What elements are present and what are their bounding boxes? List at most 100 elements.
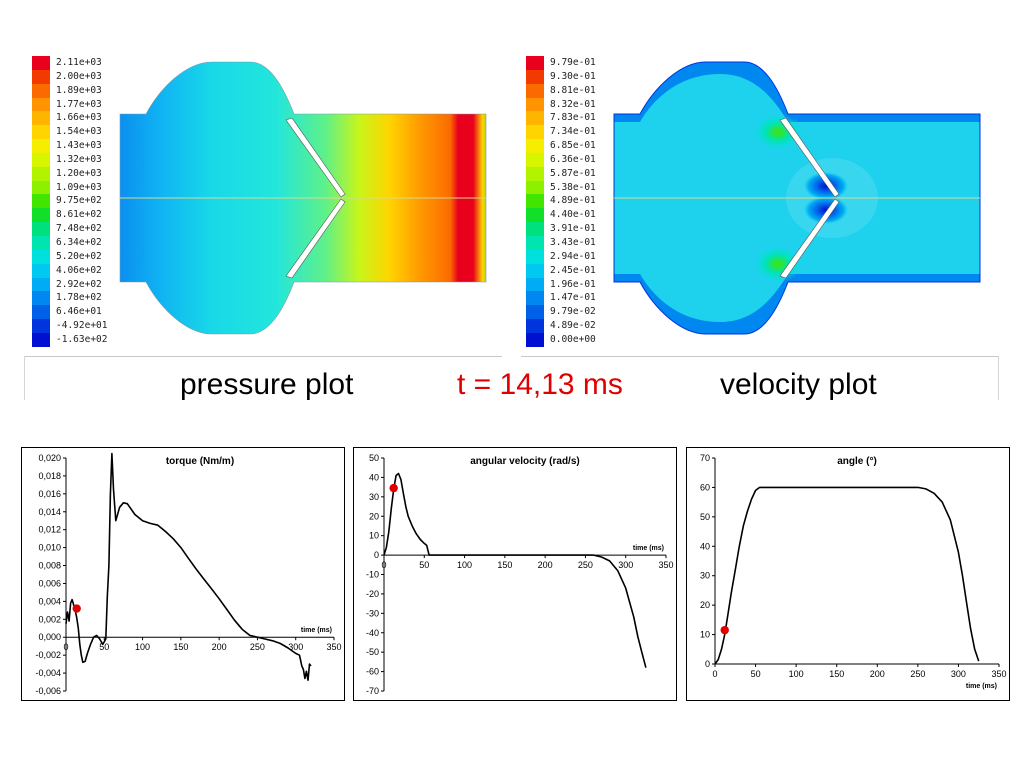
- pressure-legend-swatch: [32, 69, 50, 84]
- pressure-legend-swatch: [32, 332, 50, 347]
- velocity-legend-entry: 2.45e-01: [526, 263, 626, 278]
- angle-x-tick-label: 150: [829, 669, 844, 679]
- torque-y-tick-label: -0,006: [35, 686, 61, 696]
- torque-y-tick-label: -0,004: [35, 668, 61, 678]
- pressure-legend-swatch: [32, 97, 50, 112]
- torque-x-tick-label: 0: [63, 642, 68, 652]
- velocity-legend-entry: 1.47e-01: [526, 291, 626, 306]
- velocity-legend-swatch: [526, 83, 544, 98]
- velocity-legend-swatch: [526, 235, 544, 250]
- torque-chart: 0,020 0,018 0,016 0,014 0,012 0,010 0,008 0,006…: [21, 447, 345, 701]
- velocity-legend-swatch: [526, 180, 544, 195]
- torque-y-tick-label: 0,010: [38, 543, 61, 553]
- pressure-contour-plot: [119, 61, 487, 335]
- velocity-legend-label: 3.43e-01: [550, 236, 596, 248]
- angular_velocity-y-tick-label: -30: [366, 608, 379, 618]
- angle-x-tick-label: 0: [712, 669, 717, 679]
- velocity-legend-entry: 2.94e-01: [526, 249, 626, 264]
- torque-x-tick-label: 350: [326, 642, 341, 652]
- pressure-legend-swatch: [32, 56, 50, 70]
- velocity-legend-swatch: [526, 222, 544, 236]
- velocity-legend-swatch: [526, 97, 544, 112]
- pressure-legend-swatch: [32, 277, 50, 292]
- pressure-legend-label: 1.78e+02: [56, 292, 102, 304]
- velocity-contour-plot: [613, 61, 981, 335]
- pressure-legend-swatch: [32, 111, 50, 126]
- velocity-legend-swatch: [526, 166, 544, 181]
- caption-edge-left: [24, 356, 25, 400]
- torque-y-tick-label: 0,002: [38, 614, 61, 624]
- torque-x-tick-label: 200: [212, 642, 227, 652]
- angle-y-tick-label: 10: [700, 630, 710, 640]
- angular_velocity-y-tick-label: -50: [366, 647, 379, 657]
- velocity-legend-swatch: [526, 56, 544, 70]
- velocity-legend-entry: 9.30e-01: [526, 69, 626, 84]
- pressure-legend-entry: 1.32e+03: [32, 152, 132, 167]
- angular_velocity-y-tick-label: -10: [366, 570, 379, 580]
- velocity-legend-entry: 9.79e-01: [526, 56, 626, 70]
- velocity-legend-label: 5.87e-01: [550, 167, 596, 179]
- pressure-legend-entry: 6.46e+01: [32, 305, 132, 320]
- angle-chart-title: angle (°): [837, 456, 877, 467]
- angular_velocity-y-tick-label: -40: [366, 628, 379, 638]
- velocity-legend-label: 6.36e-01: [550, 153, 596, 165]
- pressure-legend-entry: 8.61e+02: [32, 208, 132, 223]
- pressure-legend-entry: 7.48e+02: [32, 222, 132, 236]
- torque-series-line: [65, 452, 312, 681]
- pressure-legend-label: 1.43e+03: [56, 140, 102, 152]
- pressure-legend-swatch: [32, 139, 50, 153]
- velocity-legend-label: 0.00e+00: [550, 333, 596, 345]
- pressure-legend-label: 1.66e+03: [56, 112, 102, 124]
- pressure-legend-entry: 1.20e+03: [32, 166, 132, 181]
- pressure-legend-entry: 2.92e+02: [32, 277, 132, 292]
- pressure-legend-label: 2.00e+03: [56, 70, 102, 82]
- velocity-legend-label: 1.47e-01: [550, 292, 596, 304]
- torque-y-tick-label: 0,016: [38, 489, 61, 499]
- torque-y-tick-label: 0,008: [38, 561, 61, 571]
- pressure-legend-entry: 2.00e+03: [32, 69, 132, 84]
- velocity-legend-label: 4.89e-01: [550, 195, 596, 207]
- pressure-legend-label: 4.06e+02: [56, 264, 102, 276]
- torque-x-tick-label: 50: [99, 642, 109, 652]
- velocity-legend-entry: 0.00e+00: [526, 332, 626, 347]
- velocity-legend-entry: 3.91e-01: [526, 222, 626, 236]
- angle-chart: 70 60 50 40 30 20 10 0 0 50 100 150 200 250 300 350 angl…: [686, 447, 1010, 701]
- velocity-legend-swatch: [526, 69, 544, 84]
- angular_velocity-current-time-marker: [389, 483, 398, 493]
- velocity-legend-entry: 4.40e-01: [526, 208, 626, 223]
- caption-bar: pressure plot t = 14,13 ms velocity plot: [24, 356, 1000, 402]
- velocity-plot-caption: velocity plot: [720, 368, 877, 401]
- angular_velocity-y-tick-label: 50: [369, 453, 379, 463]
- velocity-legend-swatch: [526, 208, 544, 223]
- angular_velocity-x-tick-label: 0: [381, 560, 386, 570]
- angular_velocity-y-tick-label: -70: [366, 686, 379, 696]
- pressure-legend-entry: -1.63e+02: [32, 332, 132, 347]
- pressure-legend-entry: 1.66e+03: [32, 111, 132, 126]
- velocity-legend-swatch: [526, 305, 544, 320]
- pressure-legend-label: 1.20e+03: [56, 167, 102, 179]
- pressure-legend-swatch: [32, 194, 50, 209]
- pressure-legend-label: 9.75e+02: [56, 195, 102, 207]
- velocity-legend-entry: 1.96e-01: [526, 277, 626, 292]
- angle-x-tick-label: 350: [991, 669, 1006, 679]
- angle-x-tick-label: 300: [951, 669, 966, 679]
- velocity-legend-swatch: [526, 291, 544, 306]
- torque-y-tick-label: 0,004: [38, 596, 61, 606]
- angular-velocity-chart: 50 40 30 20 10 0 -10 -20 -30 -40 -50 -60 -70 0 50 100 15…: [353, 447, 677, 701]
- angular_velocity-x-tick-label: 250: [578, 560, 593, 570]
- caption-divider-right: [521, 356, 999, 357]
- angular_velocity-x-tick-label: 300: [618, 560, 633, 570]
- velocity-legend-label: 8.32e-01: [550, 98, 596, 110]
- angle-y-tick-label: 70: [700, 453, 710, 463]
- pressure-legend-label: 6.46e+01: [56, 306, 102, 318]
- velocity-legend-entry: 5.38e-01: [526, 180, 626, 195]
- velocity-legend-swatch: [526, 263, 544, 278]
- pressure-legend-label: 2.92e+02: [56, 278, 102, 290]
- torque-y-tick-label: 0,000: [38, 632, 61, 642]
- caption-divider-left: [24, 356, 502, 357]
- velocity-legend-entry: 8.81e-01: [526, 83, 626, 98]
- torque-y-tick-label: 0,014: [38, 507, 61, 517]
- pressure-legend-swatch: [32, 152, 50, 167]
